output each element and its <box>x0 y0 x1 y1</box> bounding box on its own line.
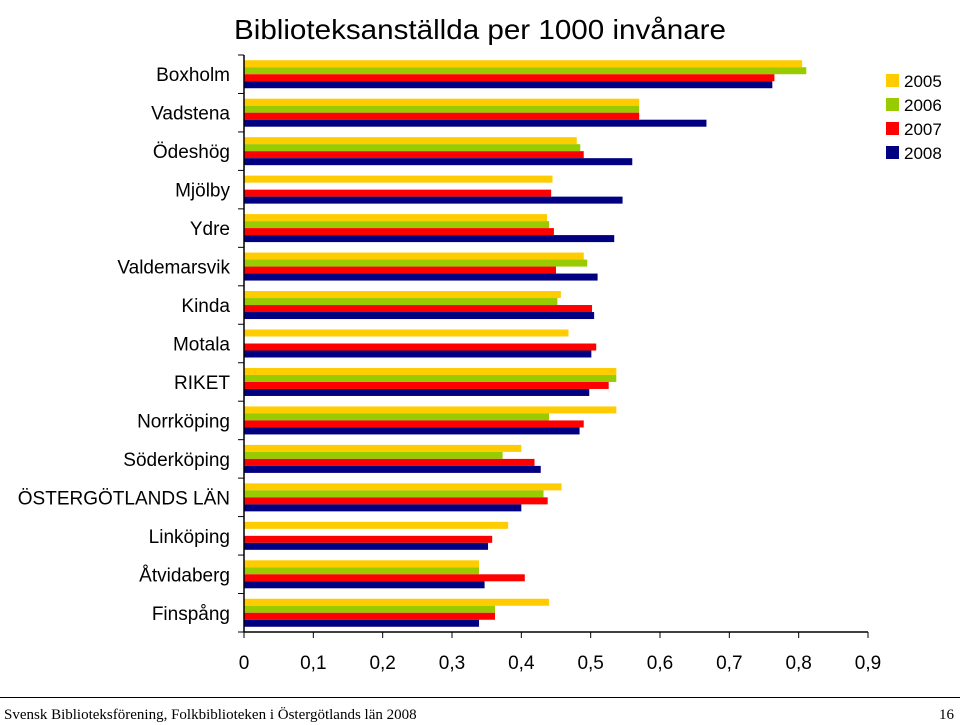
bar-2006 <box>244 413 550 421</box>
bar-2007 <box>244 151 584 159</box>
category-label: Mjölby <box>175 181 230 202</box>
legend-swatch <box>886 122 899 135</box>
bar-2005 <box>244 367 617 375</box>
x-tick-label: 0,1 <box>300 653 326 674</box>
x-tick-label: 0 <box>239 653 250 674</box>
footer-source: Svensk Biblioteksförening, Folkbibliotek… <box>4 707 417 723</box>
bar-2007 <box>244 266 556 274</box>
category-label: Finspång <box>152 604 230 625</box>
bar-2007 <box>244 381 609 389</box>
bar-2008 <box>244 542 489 550</box>
bar-2006 <box>244 605 495 613</box>
bar-2008 <box>244 273 598 281</box>
x-tick-label: 0,5 <box>577 653 603 674</box>
bar-2006 <box>244 67 807 75</box>
bar-2008 <box>244 427 580 435</box>
bar-2006 <box>244 451 503 459</box>
category-label: Åtvidaberg <box>139 565 230 586</box>
bar-2008 <box>244 619 480 627</box>
x-tick-label: 0,8 <box>785 653 811 674</box>
bar-2005 <box>244 560 480 568</box>
x-tick-label: 0,9 <box>855 653 881 674</box>
category-label: Kinda <box>181 296 230 317</box>
chart-title: Biblioteksanställda per 1000 invånare <box>234 14 726 45</box>
legend-swatch <box>886 146 899 159</box>
category-label: Valdemarsvik <box>117 258 230 279</box>
category-label: Boxholm <box>156 65 230 86</box>
bar-2005 <box>244 444 522 452</box>
x-tick-label: 0,6 <box>647 653 673 674</box>
chart: Biblioteksanställda per 1000 invånareBox… <box>18 14 942 674</box>
x-tick-label: 0,7 <box>716 653 742 674</box>
bar-2006 <box>244 298 558 306</box>
bar-2007 <box>244 574 525 582</box>
bar-2006 <box>244 105 640 113</box>
x-tick-label: 0,3 <box>439 653 465 674</box>
bar-2008 <box>244 119 707 127</box>
bar-2008 <box>244 581 485 589</box>
bar-2005 <box>244 521 509 529</box>
bar-2005 <box>244 252 584 260</box>
category-label: Linköping <box>149 527 230 548</box>
bar-2005 <box>244 137 577 145</box>
bar-2007 <box>244 189 552 197</box>
bar-2006 <box>244 374 617 382</box>
legend-swatch <box>886 98 899 111</box>
legend-label: 2008 <box>904 144 942 163</box>
category-label: Norrköping <box>137 411 230 432</box>
bar-2005 <box>244 483 562 491</box>
bar-2008 <box>244 235 615 243</box>
bar-2007 <box>244 74 775 82</box>
bar-2005 <box>244 214 547 222</box>
bar-2007 <box>244 228 554 236</box>
bar-2007 <box>244 343 597 351</box>
category-label: RIKET <box>174 373 230 394</box>
footer-rule <box>0 697 960 698</box>
bar-2005 <box>244 98 640 106</box>
category-label: Motala <box>173 335 230 356</box>
bar-2007 <box>244 112 640 120</box>
bar-2008 <box>244 388 590 396</box>
bar-2008 <box>244 81 773 89</box>
bar-2006 <box>244 490 544 498</box>
bar-2008 <box>244 158 633 166</box>
category-label: Ydre <box>190 219 230 240</box>
bar-2005 <box>244 175 553 183</box>
bar-2008 <box>244 504 522 512</box>
x-tick-label: 0,2 <box>369 653 395 674</box>
bar-2006 <box>244 259 588 267</box>
bar-2007 <box>244 420 584 428</box>
bar-2005 <box>244 291 561 299</box>
bar-2007 <box>244 458 535 466</box>
category-label: Vadstena <box>151 104 230 125</box>
bar-2005 <box>244 60 803 68</box>
bar-2007 <box>244 305 593 313</box>
category-label: Ödeshög <box>153 142 230 163</box>
bar-2006 <box>244 144 581 152</box>
category-label: ÖSTERGÖTLANDS LÄN <box>18 488 230 509</box>
bar-2006 <box>244 567 480 575</box>
bar-2008 <box>244 312 595 320</box>
bar-2005 <box>244 329 569 337</box>
bar-2005 <box>244 598 550 606</box>
bar-2008 <box>244 465 541 473</box>
bar-2005 <box>244 406 617 414</box>
bar-2006 <box>244 221 550 229</box>
category-label: Söderköping <box>123 450 230 471</box>
bar-2008 <box>244 196 623 204</box>
bar-2007 <box>244 497 548 505</box>
x-tick-label: 0,4 <box>508 653 535 674</box>
legend-label: 2005 <box>904 72 942 91</box>
legend-swatch <box>886 74 899 87</box>
page-number: 16 <box>939 707 954 723</box>
legend-label: 2006 <box>904 96 942 115</box>
legend-label: 2007 <box>904 120 942 139</box>
bar-2007 <box>244 612 495 620</box>
bar-2007 <box>244 535 493 543</box>
bar-2008 <box>244 350 592 358</box>
